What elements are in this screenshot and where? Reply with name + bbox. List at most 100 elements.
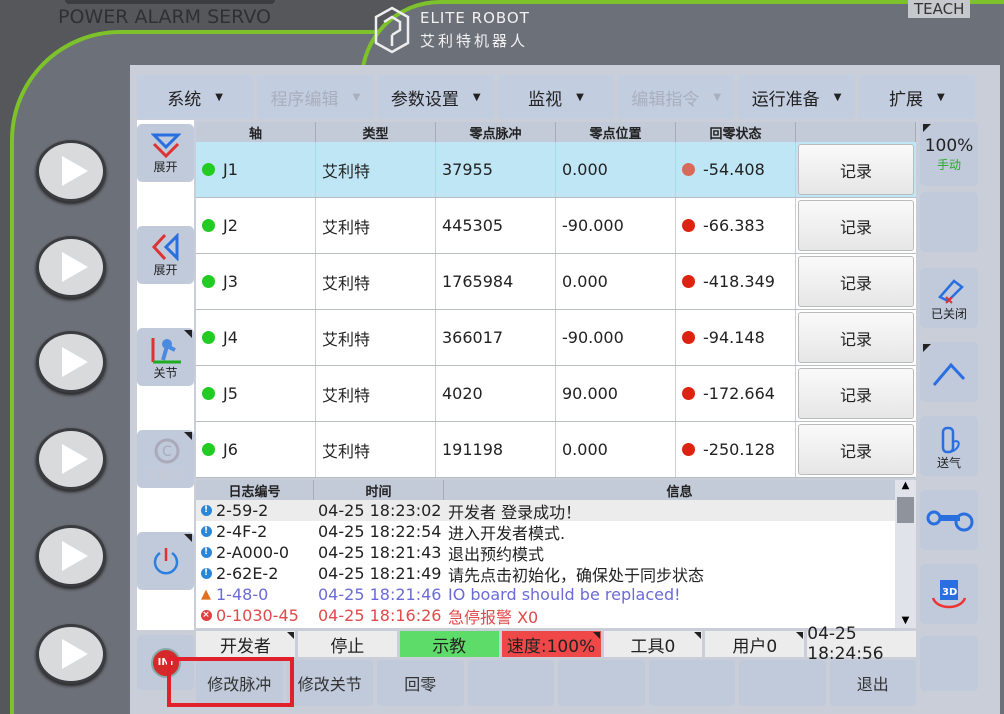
init-icon: INI (150, 647, 181, 678)
empty-button[interactable] (467, 660, 554, 706)
3d-view-button[interactable]: 3D (920, 564, 978, 624)
torch-button[interactable]: 已关闭 (920, 268, 978, 328)
home-state-cell: -250.128 (676, 422, 796, 477)
power-button[interactable] (137, 532, 194, 590)
svg-text:3D: 3D (942, 587, 957, 598)
position-cell: -90.000 (556, 198, 676, 253)
axis-cell: J2 (196, 198, 316, 253)
side-key-1[interactable] (36, 140, 106, 202)
table-row[interactable]: J5 艾利特 4020 90.000 -172.664 记录 (196, 366, 916, 422)
caret-down-icon: ▼ (833, 91, 842, 103)
exit-button[interactable]: 退出 (829, 660, 916, 706)
axis-cell: J4 (196, 310, 316, 365)
joint-coord-button[interactable]: 关节 (137, 328, 194, 386)
pulse-cell: 445305 (436, 198, 556, 253)
gas-button[interactable]: 送气 (920, 416, 978, 476)
warning-icon: ▲ (201, 587, 211, 602)
side-key-4[interactable] (36, 428, 106, 490)
log-row[interactable]: × 0-1030-45 04-25 18:16:26 急停报警 X0 (200, 606, 539, 627)
log-list: 日志编号 时间 信息 ! 2-59-2 04-25 18:23:02 开发者 登录成功！!… (196, 480, 916, 628)
empty-button[interactable] (558, 660, 645, 706)
user-frame-status[interactable]: 用户0 (705, 631, 805, 657)
caret-down-icon: ▼ (215, 91, 223, 103)
table-row[interactable]: J4 艾利特 366017 -90.000 -94.148 记录 (196, 310, 916, 366)
side-key-2[interactable] (36, 236, 106, 298)
cycle-button[interactable]: C 单循环 (137, 430, 194, 488)
weld-gun-button[interactable] (920, 342, 978, 402)
status-dot-icon (202, 387, 215, 400)
blank-right-button[interactable] (920, 636, 978, 691)
table-row[interactable]: J2 艾利特 445305 -90.000 -66.383 记录 (196, 198, 916, 254)
pulse-cell: 37955 (436, 142, 556, 197)
log-row[interactable]: ! 2-4F-2 04-25 18:22:54 进入开发者模式. (196, 521, 916, 543)
play-icon (62, 252, 88, 282)
status-bar: 开发者 停止 示教 速度:100% 工具0 用户0 04-25 18:24:56 (196, 624, 917, 664)
main-menu: 系统 ▼ 程序编辑 ▼ 参数设置 ▼ 监视 ▼ 编辑指令 ▼ 运行准备 ▼ 扩展 ▼ (137, 75, 975, 119)
table-row[interactable]: J1 艾利特 37955 0.000 -54.408 记录 (196, 142, 916, 198)
record-button[interactable]: 记录 (798, 144, 914, 195)
menu-program-edit[interactable]: 程序编辑 ▼ (257, 75, 374, 119)
play-icon (62, 541, 88, 571)
speed-button[interactable]: 100% 手动 (920, 122, 978, 186)
side-key-5[interactable] (36, 525, 106, 587)
record-button[interactable]: 记录 (798, 256, 914, 307)
robot-button[interactable] (920, 490, 978, 550)
status-dot-icon (202, 275, 215, 288)
status-dot-icon (202, 331, 215, 344)
expand-down-button[interactable]: 展开 (137, 124, 194, 182)
log-row[interactable]: ! 2-59-2 04-25 18:23:02 开发者 登录成功！ (196, 500, 916, 522)
axis-cell: J3 (196, 254, 316, 309)
modify-pulse-button[interactable]: 修改脉冲 (196, 660, 283, 706)
empty-button[interactable] (739, 660, 826, 706)
speed-status[interactable]: 速度:100% (501, 631, 601, 657)
log-scrollbar[interactable]: ▲ ▼ (895, 480, 916, 628)
table-row[interactable]: J3 艾利特 1765984 0.000 -418.349 记录 (196, 254, 916, 310)
menu-extend[interactable]: 扩展 ▼ (858, 75, 975, 119)
home-button[interactable]: 回零 (377, 660, 464, 706)
menu-parameters[interactable]: 参数设置 ▼ (377, 75, 494, 119)
status-dot-icon (202, 219, 215, 232)
datetime: 04-25 18:24:56 (807, 624, 917, 664)
type-cell: 艾利特 (316, 310, 436, 365)
menu-run-prep[interactable]: 运行准备 ▼ (738, 75, 855, 119)
axis-cell: J6 (196, 422, 316, 477)
home-state-cell: -94.148 (676, 310, 796, 365)
status-indicators: POWER ALARM SERVO (58, 6, 271, 28)
menu-system[interactable]: 系统 ▼ (137, 75, 254, 119)
table-header: 轴类型 零点脉冲 零点位置 回零状态 (196, 122, 916, 142)
expand-left-button[interactable]: 展开 (137, 226, 194, 284)
zero-pulse-table: 轴类型 零点脉冲 零点位置 回零状态 J1 艾利特 37955 0.000 -54.4… (196, 122, 916, 478)
caret-down-icon: ▼ (936, 91, 945, 103)
logo-en: ELITE ROBOT (420, 9, 530, 27)
axis-cell: J1 (196, 142, 316, 197)
record-button[interactable]: 记录 (798, 368, 914, 419)
home-state-cell: -66.383 (676, 198, 796, 253)
modify-joint-button[interactable]: 修改关节 (286, 660, 373, 706)
info-icon: ! (200, 505, 212, 516)
mode-status: 示教 (399, 631, 499, 657)
info-icon: ! (200, 526, 212, 537)
logo: ELITE ROBOT 艾利特机器人 (374, 6, 530, 54)
caret-down-icon: ▼ (352, 91, 361, 103)
blank-right-button[interactable] (920, 192, 978, 252)
welding-torch-icon (937, 278, 964, 304)
status-dot-icon (682, 331, 695, 344)
record-button[interactable]: 记录 (798, 200, 914, 251)
tool-status[interactable]: 工具0 (603, 631, 703, 657)
run-status: 停止 (297, 631, 397, 657)
robot-joint-icon (151, 337, 181, 363)
log-row[interactable]: ! 2-A000-0 04-25 18:21:43 退出预约模式 (196, 542, 916, 564)
user-status[interactable]: 开发者 (196, 631, 295, 657)
side-key-6[interactable] (36, 624, 106, 684)
log-row[interactable]: ! 2-62E-2 04-25 18:21:49 请先点击初始化，确保处于同步状态 (196, 563, 916, 585)
record-button[interactable]: 记录 (798, 424, 914, 475)
side-key-3[interactable] (36, 331, 106, 393)
position-cell: 0.000 (556, 142, 676, 197)
empty-button[interactable] (648, 660, 735, 706)
record-button[interactable]: 记录 (798, 312, 914, 363)
menu-edit-command[interactable]: 编辑指令 ▼ (618, 75, 735, 119)
table-row[interactable]: J6 艾利特 191198 0.000 -250.128 记录 (196, 422, 916, 478)
menu-monitor[interactable]: 监视 ▼ (497, 75, 615, 119)
init-button[interactable]: INI (137, 635, 194, 690)
log-row[interactable]: ▲ 1-48-0 04-25 18:21:46 IO board should be … (201, 585, 681, 604)
